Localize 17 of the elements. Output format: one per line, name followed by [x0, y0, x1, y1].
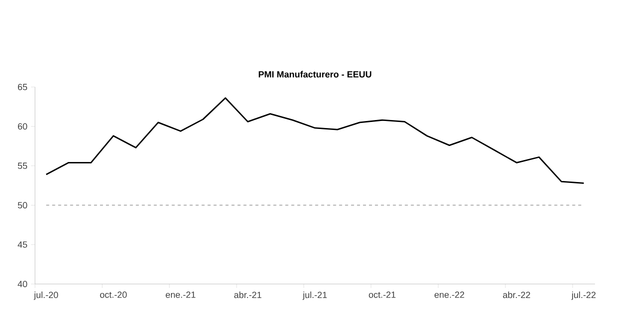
- y-tick-label: 45: [18, 241, 28, 248]
- x-tick-label: abr.-22: [503, 292, 530, 298]
- x-tick-label: oct.-20: [100, 292, 127, 298]
- x-tick-label: abr.-21: [234, 292, 262, 298]
- x-tick-label: jul.-21: [302, 292, 327, 300]
- y-tick-label: 65: [18, 84, 28, 90]
- x-tick-label: jul.-20: [34, 292, 58, 300]
- x-tick-label: ene.-21: [166, 292, 196, 298]
- x-tick-label: jul.-22: [571, 292, 596, 300]
- x-tick-label: oct.-21: [368, 292, 396, 298]
- line-series: [46, 97, 585, 184]
- y-tick-label: 55: [18, 162, 28, 169]
- x-tick-label: ene.-22: [434, 292, 464, 298]
- y-tick-label: 60: [18, 123, 28, 130]
- chart-title: PMI Manufacturero - EEUU: [258, 70, 372, 78]
- y-tick-label: 50: [18, 202, 28, 208]
- y-tick-label: 40: [18, 280, 28, 288]
